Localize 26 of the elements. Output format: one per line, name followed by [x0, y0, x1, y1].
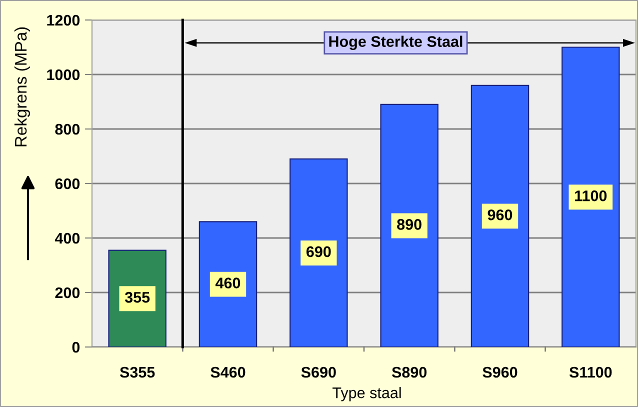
y-tick-label: 1200 [47, 14, 80, 26]
x-tick-label: S460 [210, 366, 246, 378]
annotation: Hoge Sterkte Staal [329, 36, 462, 50]
data-label: 690 [306, 246, 331, 258]
y-tick-label: 400 [54, 232, 80, 244]
x-tick-label: S355 [120, 366, 155, 378]
y-axis-title: Rekgrens (MPa) [14, 27, 30, 146]
x-axis-title: Type staal [332, 387, 401, 402]
y-tick-label: 1000 [47, 69, 80, 80]
x-tick-label: S960 [482, 366, 518, 378]
y-tick-label: 600 [55, 178, 80, 190]
data-label: 460 [215, 278, 240, 288]
data-label: 890 [397, 219, 422, 230]
data-label: 355 [124, 292, 150, 303]
bar [290, 158, 348, 347]
x-tick-label: S690 [301, 366, 336, 378]
bar [562, 46, 620, 347]
y-tick-label: 200 [55, 287, 80, 298]
bar [470, 84, 530, 347]
x-tick-label: S1100 [569, 366, 612, 378]
y-tick-label: 800 [55, 124, 80, 135]
data-label: 1100 [575, 190, 607, 202]
x-tick-label: S890 [392, 366, 427, 378]
bar [380, 104, 438, 347]
y-tick-label: 0 [72, 342, 80, 353]
data-label: 960 [488, 209, 512, 220]
